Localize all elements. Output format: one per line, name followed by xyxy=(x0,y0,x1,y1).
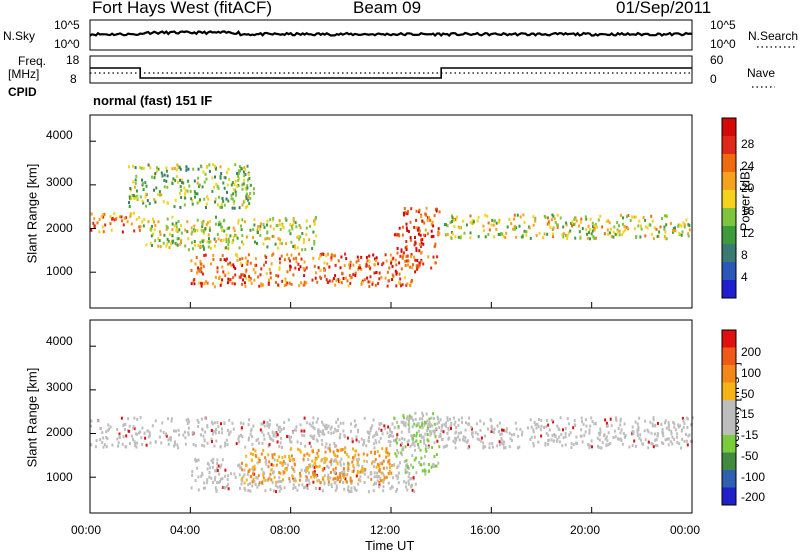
vel-cbar-tick-100: 100 xyxy=(741,366,762,380)
velocity-ytick-2000: 2000 xyxy=(46,425,73,439)
xtick-1: 04:00 xyxy=(170,523,201,537)
echo-afternoon-band xyxy=(443,213,691,241)
vel-cbar-tick-200: 200 xyxy=(741,345,762,359)
power-colorbar xyxy=(721,117,737,299)
noise-right-tick-low: 10^0 xyxy=(710,37,736,51)
mode-label: normal (fast) 151 IF xyxy=(93,93,213,108)
xtick-3: 12:00 xyxy=(370,523,401,537)
freq-tick-high: 18 xyxy=(66,53,80,67)
colorbar-swatch xyxy=(722,136,736,155)
power-ytick-3000: 3000 xyxy=(46,175,73,189)
echo-descending-trace xyxy=(393,206,441,271)
echo-main-band xyxy=(190,252,417,289)
colorbar-swatch xyxy=(722,208,736,227)
colorbar-swatch xyxy=(722,244,736,263)
vel-cbar-tick-15: 15 xyxy=(741,407,755,421)
noise-right-tick-high: 10^5 xyxy=(710,18,736,32)
power-cbar-tick-12: 12 xyxy=(741,226,755,240)
noise-sky-label: N.Sky xyxy=(3,29,36,43)
echo-ground-scatter-band xyxy=(90,416,694,450)
vel-cbar-tick-neg50: -50 xyxy=(741,449,759,463)
velocity-panel xyxy=(89,319,694,514)
xtick-4: 16:00 xyxy=(470,523,501,537)
colorbar-swatch xyxy=(722,417,736,436)
echo-early-band xyxy=(90,211,142,234)
velocity-ytick-3000: 3000 xyxy=(46,380,73,394)
power-ytick-1000: 1000 xyxy=(46,264,73,278)
colorbar-swatch xyxy=(722,280,736,299)
colorbar-swatch xyxy=(722,365,736,383)
noise-panel xyxy=(89,19,693,51)
noise-left-tick-high: 10^5 xyxy=(54,18,80,32)
echo-upper-band xyxy=(141,215,318,252)
panel-background xyxy=(90,115,692,308)
power-ytick-2000: 2000 xyxy=(46,221,73,235)
colorbar-swatch xyxy=(722,470,736,488)
frequency-trace xyxy=(90,67,692,79)
station-title: Fort Hays West (fitACF) xyxy=(92,0,273,17)
echo-negative-velocity-patches xyxy=(241,446,393,485)
power-cbar-tick-4: 4 xyxy=(741,270,748,284)
panel-background xyxy=(90,320,692,513)
velocity-ytick-1000: 1000 xyxy=(46,470,73,484)
velocity-colorbar xyxy=(721,329,737,506)
colorbar-swatch xyxy=(722,190,736,209)
nave-tick-low: 0 xyxy=(710,72,717,86)
noise-left-tick-low: 10^0 xyxy=(54,37,80,51)
noise-sky-trace xyxy=(89,30,693,38)
vel-cbar-tick-neg15: -15 xyxy=(741,428,759,442)
colorbar-swatch xyxy=(722,226,736,245)
frequency-panel xyxy=(89,46,796,88)
vel-cbar-tick-50: 50 xyxy=(741,387,755,401)
colorbar-swatch xyxy=(722,487,736,506)
colorbar-frame xyxy=(721,117,737,299)
xtick-5: 20:00 xyxy=(570,523,601,537)
freq-label: Freq. xyxy=(18,54,47,68)
noise-search-label: N.Search xyxy=(748,29,799,43)
xtick-0: 00:00 xyxy=(71,523,102,537)
xtick-6: 00:00 xyxy=(670,523,701,537)
colorbar-swatch xyxy=(722,435,736,453)
echo-high-range-patches xyxy=(128,163,255,210)
beam-label: Beam 09 xyxy=(353,0,422,17)
colorbar-swatch xyxy=(722,330,736,348)
power-cbar-tick-8: 8 xyxy=(741,248,748,262)
nave-label: Nave xyxy=(747,66,776,80)
colorbar-swatch xyxy=(722,382,736,401)
power-cbar-tick-16: 16 xyxy=(741,204,755,218)
echo-positive-velocity-trace xyxy=(393,411,441,476)
vel-cbar-tick-neg100: -100 xyxy=(741,470,766,484)
colorbar-swatch xyxy=(722,118,736,137)
freq-unit-label: [MHz] xyxy=(8,67,40,81)
xaxis-label: Time UT xyxy=(365,538,415,553)
power-cbar-tick-28: 28 xyxy=(741,137,755,151)
power-cbar-tick-20: 20 xyxy=(741,181,755,195)
power-panel xyxy=(89,114,693,309)
power-ytick-4000: 4000 xyxy=(46,128,73,142)
colorbar-swatch xyxy=(722,400,736,418)
vel-cbar-tick-neg200: -200 xyxy=(741,490,766,504)
colorbar-frame xyxy=(721,329,737,506)
colorbar-swatch xyxy=(722,172,736,191)
xtick-2: 08:00 xyxy=(270,523,301,537)
freq-tick-low: 8 xyxy=(70,72,77,86)
colorbar-swatch xyxy=(722,347,736,366)
nave-tick-high: 60 xyxy=(710,53,724,67)
cpid-label: CPID xyxy=(8,85,37,99)
date-label: 01/Sep/2011 xyxy=(616,0,712,17)
frequency-panel-frame xyxy=(89,55,693,84)
power-cbar-tick-24: 24 xyxy=(741,159,755,173)
velocity-ytick-4000: 4000 xyxy=(46,334,73,348)
colorbar-swatch xyxy=(722,262,736,281)
colorbar-swatch xyxy=(722,154,736,173)
colorbar-swatch xyxy=(722,452,736,471)
